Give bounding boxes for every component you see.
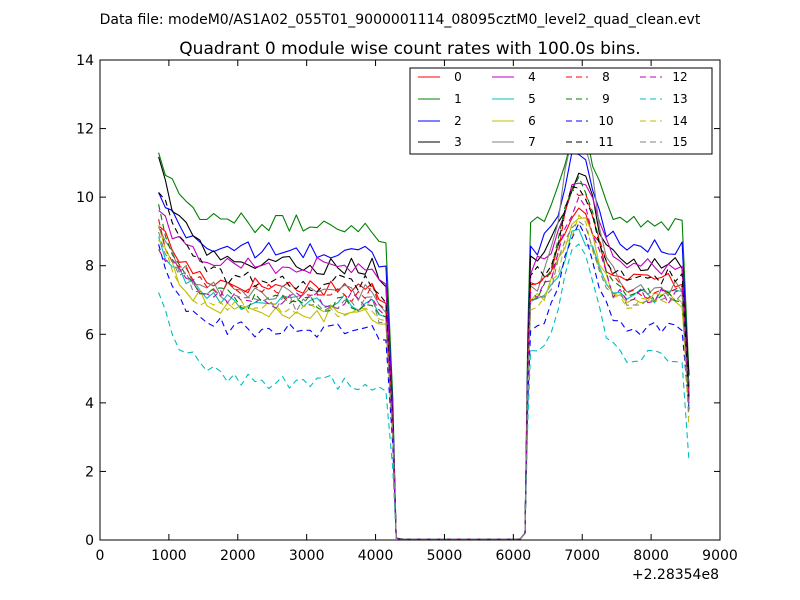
y-tick-label: 14 xyxy=(76,53,94,69)
y-tick-label: 6 xyxy=(85,327,94,343)
x-tick-label: 9000 xyxy=(702,548,738,564)
y-tick-label: 8 xyxy=(85,259,94,275)
x-tick-label: 0 xyxy=(96,548,105,564)
chart-title: Quadrant 0 module wise count rates with … xyxy=(179,39,640,59)
legend-label: 10 xyxy=(598,114,613,128)
x-offset-label: +2.28354e8 xyxy=(632,567,719,583)
legend-frame xyxy=(409,67,713,155)
legend-label: 15 xyxy=(672,135,687,149)
legend-label: 5 xyxy=(528,92,536,106)
legend-label: 8 xyxy=(602,70,610,84)
x-tick-label: 5000 xyxy=(427,548,463,564)
legend-label: 12 xyxy=(672,70,687,84)
x-tick-label: 7000 xyxy=(564,548,600,564)
y-tick-label: 10 xyxy=(76,190,94,206)
legend-label: 14 xyxy=(672,114,687,128)
legend-label: 7 xyxy=(528,135,536,149)
x-tick-label: 8000 xyxy=(633,548,669,564)
x-tick-label: 1000 xyxy=(151,548,187,564)
axis-ticks: 0 1000 2000 3000 4000 5000 6000 7000 8000 9000 0 2 4… xyxy=(76,53,738,564)
series-line-module-12 xyxy=(158,196,690,540)
y-tick-label: 2 xyxy=(85,464,94,480)
legend-label: 2 xyxy=(454,114,462,128)
legend-label: 1 xyxy=(454,92,462,106)
series-layer xyxy=(158,123,690,540)
x-tick-label: 4000 xyxy=(358,548,394,564)
y-tick-label: 0 xyxy=(85,533,94,549)
legend-label: 13 xyxy=(672,92,687,106)
series-line-module-15 xyxy=(158,220,690,540)
legend-label: 9 xyxy=(602,92,610,106)
x-tick-label: 3000 xyxy=(289,548,325,564)
legend-label: 11 xyxy=(598,135,613,149)
legend-label: 6 xyxy=(528,114,536,128)
legend-label: 0 xyxy=(454,70,462,84)
y-tick-label: 12 xyxy=(76,122,94,138)
legend-label: 3 xyxy=(454,135,462,149)
y-tick-label: 4 xyxy=(85,396,94,412)
x-tick-label: 2000 xyxy=(220,548,256,564)
legend-label: 4 xyxy=(528,70,536,84)
series-line-module-13 xyxy=(158,243,690,540)
data-file-title: Data file: modeM0/AS1A02_055T01_90000011… xyxy=(100,12,701,28)
x-tick-label: 6000 xyxy=(496,548,532,564)
plot-frame xyxy=(99,59,721,541)
series-line-module-8 xyxy=(158,188,690,540)
